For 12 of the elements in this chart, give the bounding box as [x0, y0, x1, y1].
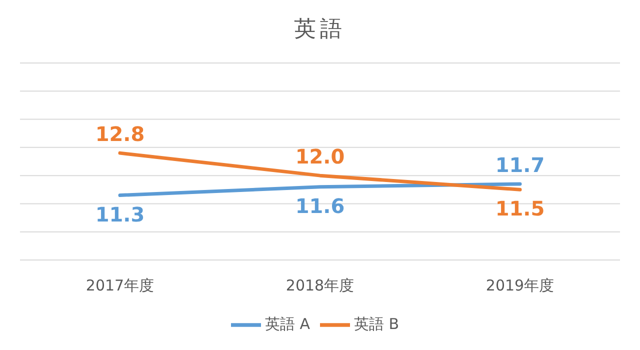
data-label: 11.5	[495, 196, 545, 221]
data-label: 12.0	[295, 144, 345, 169]
data-label: 11.6	[295, 194, 345, 218]
data-label: 12.8	[95, 122, 145, 146]
x-tick-label: 2019年度	[486, 276, 554, 295]
legend-label: 英語 B	[354, 315, 400, 334]
data-label: 11.7	[495, 153, 545, 178]
data-label: 11.3	[95, 202, 145, 226]
legend-label: 英語 A	[264, 315, 310, 334]
x-tick-label: 2018年度	[286, 276, 354, 295]
x-tick-label: 2017年度	[86, 276, 154, 295]
chart-title: 英語	[293, 16, 347, 44]
